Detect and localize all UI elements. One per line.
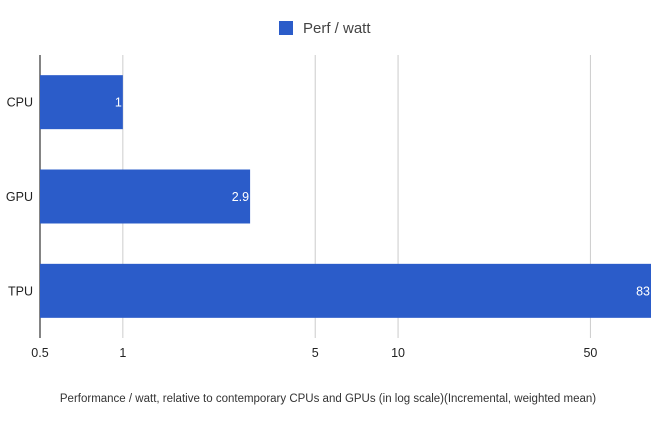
bar-gpu [40, 169, 251, 224]
x-tick-label: 10 [391, 346, 405, 360]
data-label: 1 [115, 96, 122, 110]
x-tick-label: 5 [312, 346, 319, 360]
bar-cpu [40, 75, 123, 130]
category-label: TPU [8, 284, 33, 298]
bars: 1 2.9 83 [40, 75, 651, 318]
x-axis-title: Performance / watt, relative to contempo… [60, 393, 596, 405]
legend-label: Perf / watt [303, 20, 371, 37]
legend-swatch [279, 21, 293, 35]
data-label: 83 [636, 284, 650, 298]
bar-tpu [40, 263, 651, 318]
legend: Perf / watt [279, 20, 371, 37]
x-tick-label: 0.5 [31, 346, 48, 360]
category-label: GPU [6, 190, 33, 204]
x-tick-label: 1 [119, 346, 126, 360]
x-tick-label: 50 [583, 346, 597, 360]
data-label: 2.9 [232, 190, 249, 204]
x-tick-labels: 0.5 1 5 10 50 [31, 346, 597, 360]
category-labels: CPU GPU TPU [6, 96, 33, 299]
category-label: CPU [7, 96, 33, 110]
